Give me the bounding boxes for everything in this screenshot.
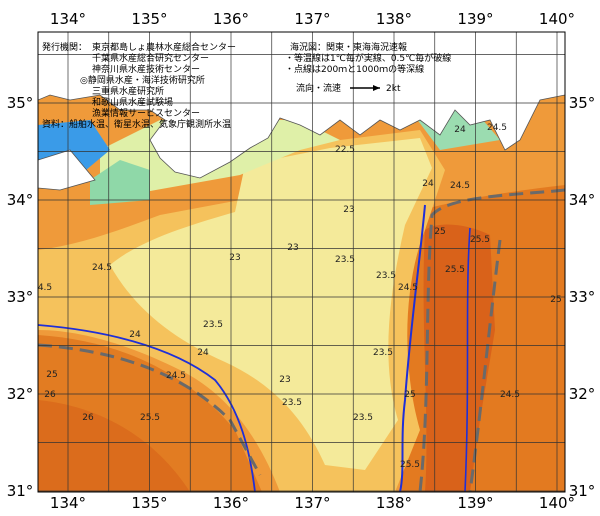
map-body: 22.5 23 23 23 23.5 23.5 24 24.5 24.5 25 25.5 25.5 4.… [38, 32, 565, 492]
publisher-org: 東京都島しょ農林水産総合センター [92, 41, 236, 53]
contour-label: 24.5 [500, 390, 520, 400]
warm-core [423, 224, 495, 492]
publisher-org: 和歌山県水産試験場 [92, 96, 173, 108]
map-frame [37, 31, 566, 493]
contour-label: 23 [229, 253, 240, 263]
current-arrow-head [373, 85, 380, 91]
publisher-org: ◎静岡県水産・海洋技術研究所 [80, 74, 205, 86]
lat-label: 35° [7, 94, 34, 112]
lon-label: 140° [539, 10, 575, 28]
dashed-isotherm [418, 188, 565, 492]
publisher-org: 漁業情報サービスセンター [92, 107, 200, 119]
contour-label: 25.5 [445, 265, 465, 275]
land [38, 32, 565, 179]
current-speed: 2kt [386, 84, 401, 94]
lat-label: 34° [569, 191, 596, 209]
legend: 海況図：関東・東海海況速報 ・等温線は1℃毎が実線、0.5℃毎が破線 ・点線は2… [285, 41, 451, 94]
contour-label: 25.5 [470, 235, 490, 245]
lon-label: 135° [131, 494, 167, 512]
contour-label: 25 [550, 295, 561, 305]
lat-label: 31° [7, 482, 34, 500]
publisher-label: 発行機関： [42, 41, 87, 53]
lon-label: 134° [50, 494, 86, 512]
lat-label: 34° [7, 191, 34, 209]
legend-note: ・等温線は1℃毎が実線、0.5℃毎が破線 [285, 52, 451, 64]
contour-label: 24 [197, 348, 209, 358]
contour-label: 25.5 [400, 460, 420, 470]
legend-title: 海況図：関東・東海海況速報 [290, 41, 407, 53]
publisher-org: 千葉県水産総合研究センター [92, 52, 209, 64]
lon-label: 135° [131, 10, 167, 28]
graticule [38, 32, 565, 492]
contour-label: 24 [422, 179, 434, 189]
contour-label: 23.5 [282, 398, 302, 408]
isotherm [464, 227, 471, 492]
lon-label: 137° [294, 494, 330, 512]
contour-label: 24.5 [92, 263, 112, 273]
publisher-org: 神奈川県水産技術センター [92, 63, 200, 75]
contour-label: 24 [129, 330, 141, 340]
contour-label: 25 [434, 227, 445, 237]
lat-label: 35° [569, 94, 596, 112]
lon-label: 139° [457, 10, 493, 28]
contour-label: 24.5 [450, 181, 470, 191]
isotherm [38, 324, 256, 492]
lon-label: 134° [50, 10, 86, 28]
cool-region [110, 138, 432, 470]
lat-label: 32° [569, 385, 596, 403]
legend-note: ・点線は200ｍと1000ｍの等深線 [285, 63, 424, 75]
lon-label: 138° [376, 494, 412, 512]
lon-label: 140° [539, 494, 575, 512]
lon-label: 136° [213, 494, 249, 512]
contour-label: 22.5 [335, 145, 355, 155]
dashed-isotherm [468, 239, 502, 492]
lon-label: 138° [376, 10, 412, 28]
lat-label: 32° [7, 385, 34, 403]
current-label: 流向・流速 [296, 82, 341, 94]
contour-label: 24.5 [398, 283, 418, 293]
contour-label: 26 [44, 390, 56, 400]
contour-label: 25 [46, 370, 57, 380]
contour-label: 23.5 [335, 255, 355, 265]
contour-label: 24.5 [487, 123, 507, 133]
contour-label: 23.5 [373, 348, 393, 358]
source: 資料：船舶水温、衛星水温、気象庁観測所水温 [42, 118, 231, 130]
contour-label: 23.5 [203, 320, 223, 330]
contour-label: 23.5 [376, 271, 396, 281]
contour-labels: 22.5 23 23 23 23.5 23.5 24 24.5 24.5 25 25.5 25.5 4.… [38, 123, 562, 470]
axis-labels: 134° 134° 135° 135° 136° 136° 137° 137° 138° 138°… [7, 10, 596, 512]
contour-label: 23 [279, 375, 290, 385]
lon-label: 137° [294, 10, 330, 28]
contour-label: 23 [287, 243, 298, 253]
lat-label: 33° [7, 288, 34, 306]
contour-label: 24 [454, 125, 466, 135]
publisher-org: 三重県水産研究所 [92, 85, 164, 97]
lat-label: 31° [569, 482, 596, 500]
contour-label: 4.5 [38, 283, 52, 293]
contour-label: 24.5 [166, 371, 186, 381]
contour-label: 26 [82, 413, 94, 423]
lat-label: 33° [569, 288, 596, 306]
warm-region [38, 400, 190, 492]
lon-label: 139° [457, 494, 493, 512]
coastal-region [90, 160, 150, 205]
contour-label: 25 [404, 390, 415, 400]
contour-label: 25.5 [140, 413, 160, 423]
isotherm [399, 204, 426, 492]
dashed-isotherm [38, 343, 262, 476]
publisher-info: 発行機関： 東京都島しょ農林水産総合センター 千葉県水産総合研究センター 神奈川… [42, 41, 236, 130]
lon-label: 136° [213, 10, 249, 28]
contour-label: 23 [343, 205, 354, 215]
contour-label: 23.5 [353, 413, 373, 423]
